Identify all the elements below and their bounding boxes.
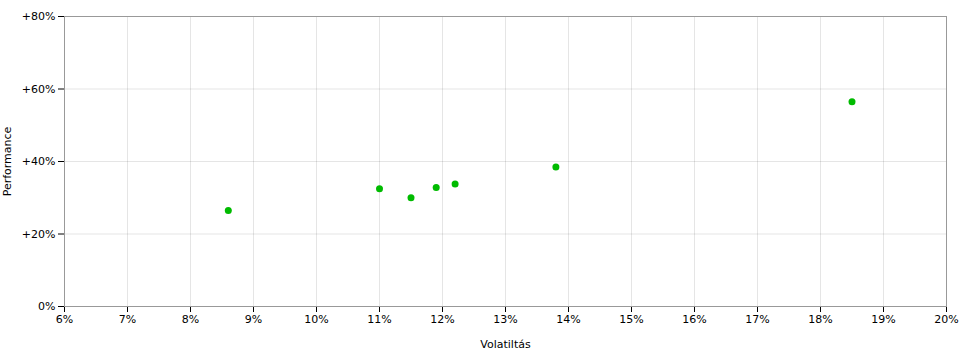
svg-text:17%: 17% bbox=[745, 313, 769, 326]
svg-text:8%: 8% bbox=[182, 313, 199, 326]
svg-text:7%: 7% bbox=[119, 313, 136, 326]
svg-text:11%: 11% bbox=[367, 313, 391, 326]
svg-text:14%: 14% bbox=[556, 313, 580, 326]
svg-text:0%: 0% bbox=[38, 300, 55, 313]
svg-text:10%: 10% bbox=[304, 313, 328, 326]
svg-text:+20%: +20% bbox=[22, 228, 56, 241]
svg-text:Volatiltás: Volatiltás bbox=[480, 338, 531, 350]
svg-text:+80%: +80% bbox=[22, 10, 56, 23]
svg-text:Performance: Performance bbox=[1, 126, 14, 196]
svg-text:19%: 19% bbox=[871, 313, 895, 326]
svg-text:16%: 16% bbox=[682, 313, 706, 326]
svg-text:12%: 12% bbox=[430, 313, 454, 326]
svg-text:6%: 6% bbox=[56, 313, 73, 326]
svg-text:13%: 13% bbox=[493, 313, 517, 326]
svg-text:15%: 15% bbox=[619, 313, 643, 326]
svg-text:18%: 18% bbox=[808, 313, 832, 326]
svg-text:20%: 20% bbox=[934, 313, 958, 326]
svg-text:+60%: +60% bbox=[22, 83, 56, 96]
svg-text:+40%: +40% bbox=[22, 155, 56, 168]
svg-text:9%: 9% bbox=[245, 313, 262, 326]
